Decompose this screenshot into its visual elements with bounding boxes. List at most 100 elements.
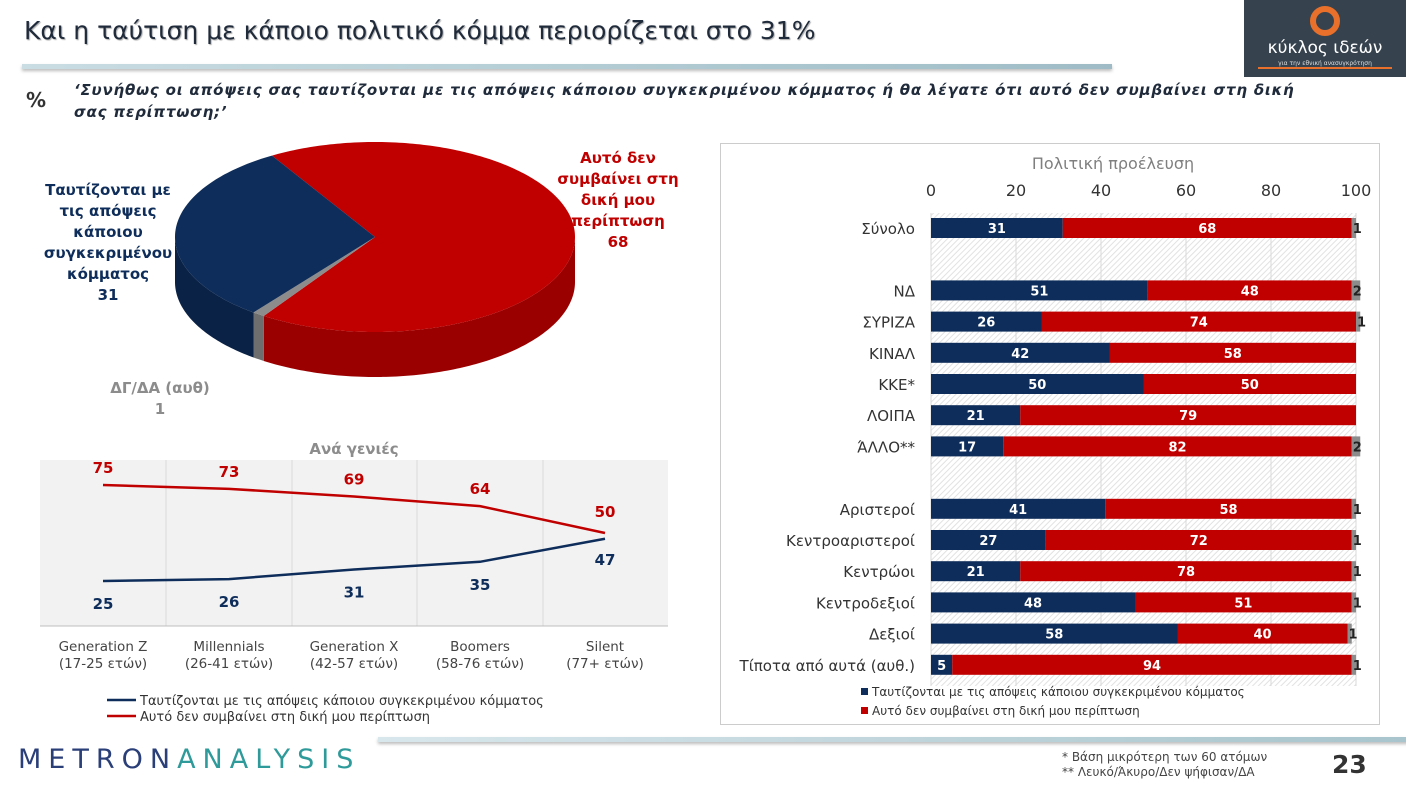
x-tick-label: Generation X (42-57 ετών)	[310, 639, 399, 672]
pie-side-2	[253, 312, 264, 361]
footnote-2: ** Λευκό/Άκυρο/Δεν ψήφισαν/ΔΑ	[1062, 765, 1255, 779]
tick-line: Generation Z	[59, 639, 148, 655]
bar-chart-frame	[720, 143, 1380, 725]
legend-swatch	[861, 707, 868, 714]
page-title: Και η ταύτιση με κάποιο πολιτικό κόμμα π…	[24, 16, 816, 45]
bar-value-label: 17	[958, 440, 976, 455]
x-tick-label: 40	[1091, 181, 1111, 200]
line-data-label: 35	[470, 576, 491, 594]
x-tick-label: 0	[926, 181, 936, 200]
bar-segment	[1045, 530, 1352, 550]
bar-value-label: 58	[1224, 347, 1242, 362]
y-category-label: ΛΟΙΠΑ	[867, 407, 916, 425]
bar-segment	[1351, 530, 1356, 550]
bar-value-label: 5	[937, 659, 946, 674]
bar-value-label: 1	[1353, 596, 1362, 611]
bar-segment	[931, 280, 1148, 301]
metron-analysis-logo: METRONANALYSIS	[18, 744, 361, 775]
bar-segment	[1351, 436, 1361, 457]
bar-segment	[1041, 311, 1356, 332]
bar-segment	[1177, 623, 1348, 644]
pie-chart	[175, 142, 575, 377]
bar-segment	[1109, 342, 1356, 363]
bar-value-label: 21	[967, 409, 985, 424]
pie-label-dkna: ΔΓ/ΔΑ (αυθ) 1	[110, 379, 210, 418]
tick-line: Boomers	[450, 639, 510, 655]
bar-segment	[1147, 280, 1352, 301]
y-category-label: Αριστεροί	[840, 501, 915, 519]
tick-line: Silent	[586, 639, 624, 655]
line-chart: Ανά γενιές 25 26 31 35 47 75 73 69 64 50 Generation…	[40, 440, 668, 725]
pie-side-0	[175, 237, 254, 358]
bar-value-label: 1	[1353, 565, 1362, 580]
y-category-label: ΚΙΝΑΛ	[869, 345, 916, 363]
pie-slice-2	[253, 237, 375, 316]
bar-segment	[1105, 498, 1352, 519]
bar-value-label: 1	[1353, 503, 1362, 518]
pie-slice-1	[263, 142, 575, 332]
bar-value-label: 1	[1357, 316, 1366, 331]
tick-line: Millennials	[193, 639, 264, 655]
percent-symbol: %	[26, 88, 47, 112]
x-tick-label: 100	[1341, 181, 1372, 200]
bar-chart: Πολιτική προέλευση 0 20 40 60 80 100 Σύνολο 31 68…	[739, 154, 1372, 718]
bar-value-label: 72	[1190, 534, 1208, 549]
bar-segment	[1351, 561, 1356, 582]
bar-segment	[931, 405, 1021, 426]
tick-line: (17-25 ετών)	[59, 656, 147, 672]
bar-segment	[931, 218, 1063, 238]
line-data-label: 26	[219, 593, 240, 611]
bar-value-label: 42	[1011, 347, 1029, 362]
title-divider	[22, 64, 1112, 69]
bar-segment	[931, 592, 1135, 613]
bar-value-label: 82	[1168, 440, 1186, 455]
x-tick-label: 20	[1006, 181, 1026, 200]
bar-segment	[931, 311, 1042, 332]
pie-side-1	[263, 237, 575, 377]
line-series-0	[102, 537, 606, 583]
y-category-label: Δεξιοί	[869, 626, 915, 644]
line-data-label: 31	[344, 583, 365, 601]
legend-label: Ταυτίζονται με τις απόψεις κάποιου συγκε…	[139, 694, 544, 709]
kyklos-ideon-logo: κύκλος ιδεών για την εθνική ανασυγκρότησ…	[1244, 0, 1406, 77]
bar-value-label: 1	[1349, 628, 1358, 643]
tick-line: (42-57 ετών)	[310, 656, 398, 672]
bar-segment	[1356, 311, 1361, 332]
logo-tagline: για την εθνική ανασυγκρότηση	[1258, 60, 1392, 69]
x-tick-label: 60	[1176, 181, 1196, 200]
y-category-label: ΝΔ	[894, 282, 916, 300]
bar-segment	[931, 623, 1178, 644]
bar-segment	[1351, 498, 1356, 519]
line-data-label: 64	[470, 480, 491, 498]
bar-value-label: 21	[967, 565, 985, 580]
bar-segment	[931, 498, 1106, 519]
bar-value-label: 1	[1353, 222, 1362, 237]
bar-value-label: 74	[1190, 316, 1208, 331]
bar-segment	[931, 530, 1046, 550]
y-category-label: Κεντροδεξιοί	[816, 594, 915, 612]
bar-value-label: 41	[1009, 503, 1027, 518]
tick-line: (26-41 ετών)	[185, 656, 273, 672]
legend-label: Αυτό δεν συμβαίνει στη δική μου περίπτωσ…	[140, 710, 430, 725]
bar-segment	[1351, 654, 1356, 675]
line-data-label: 47	[595, 551, 616, 569]
bar-segment	[931, 654, 953, 675]
bar-segment	[931, 561, 1021, 582]
bar-segment	[1020, 405, 1356, 426]
line-plot-area	[40, 460, 668, 626]
bar-value-label: 58	[1045, 628, 1063, 643]
bar-value-label: 2	[1353, 284, 1362, 299]
bar-segment	[931, 374, 1144, 394]
y-category-label: ΆΛΛΟ**	[857, 438, 915, 456]
legend-label: Αυτό δεν συμβαίνει στη δική μου περίπτωσ…	[872, 704, 1140, 718]
pie-label-not: Αυτό δεν συμβαίνει στη δική μου περίπτωσ…	[557, 149, 679, 251]
y-category-label: Κεντρώοι	[843, 563, 915, 581]
bar-segment	[1351, 592, 1356, 613]
y-category-label: ΣΥΡΙΖΑ	[862, 314, 915, 332]
bar-value-label: 51	[1234, 596, 1252, 611]
bar-value-label: 1	[1353, 534, 1362, 549]
legend-label: Ταυτίζονται με τις απόψεις κάποιου συγκε…	[871, 685, 1245, 699]
page-number: 23	[1332, 750, 1367, 779]
footnote-1: * Βάση μικρότερη των 60 ατόμων	[1062, 750, 1268, 764]
tick-line: (77+ ετών)	[566, 656, 644, 672]
